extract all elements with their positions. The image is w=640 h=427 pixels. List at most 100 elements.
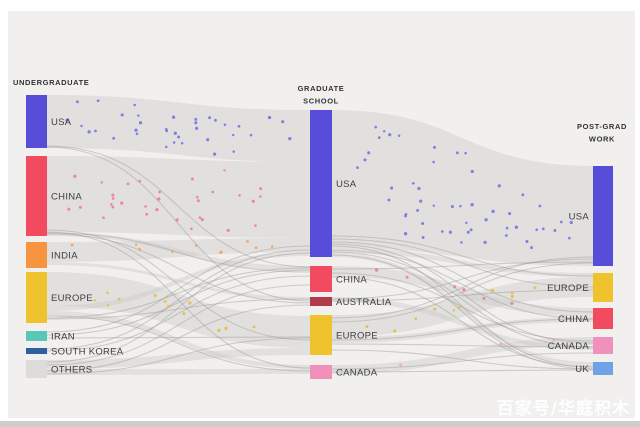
node-g-europe[interactable]: [310, 315, 332, 355]
flow-u.europe-g.canada[interactable]: [47, 311, 310, 369]
flow-line[interactable]: [331, 241, 594, 313]
particle-dot: [508, 212, 512, 216]
flow-g.europe-p.china[interactable]: [332, 317, 593, 343]
node-g-canada[interactable]: [310, 365, 332, 379]
flow-line[interactable]: [331, 272, 594, 342]
flow-g.china-p.china[interactable]: [332, 266, 593, 317]
node-label: EUROPE: [547, 283, 589, 294]
flow-u.others-g.europe[interactable]: [47, 348, 310, 369]
flow-u.europe-g.europe[interactable]: [47, 272, 310, 348]
flow-line[interactable]: [331, 235, 594, 277]
flow-u.india-g.usa[interactable]: [47, 238, 310, 262]
flow-g.australia-p.canada[interactable]: [332, 297, 593, 350]
flow-line[interactable]: [331, 276, 594, 368]
particle-dot: [568, 236, 571, 240]
flow-line[interactable]: [46, 337, 311, 375]
flow-line[interactable]: [331, 243, 594, 344]
flow-line[interactable]: [46, 304, 311, 372]
flow-line[interactable]: [46, 233, 311, 304]
particle-dot: [135, 132, 139, 136]
node-p-usa[interactable]: [593, 166, 613, 266]
flow-g.usa-p.europe[interactable]: [332, 248, 593, 277]
flow-line[interactable]: [46, 275, 311, 352]
flow-line[interactable]: [46, 145, 311, 268]
flow-line[interactable]: [46, 229, 311, 341]
node-u-others[interactable]: [26, 360, 47, 378]
particle-dot: [65, 118, 69, 122]
particle-dot: [281, 120, 285, 124]
flow-line[interactable]: [331, 249, 594, 320]
node-u-usa[interactable]: [26, 95, 47, 148]
flow-u.china-g.usa[interactable]: [47, 156, 310, 238]
flow-line[interactable]: [331, 352, 594, 370]
flow-line[interactable]: [46, 336, 311, 339]
flow-line[interactable]: [46, 315, 311, 372]
flow-line[interactable]: [46, 269, 311, 336]
flow-line[interactable]: [46, 245, 311, 333]
particle-dot: [145, 212, 149, 216]
flow-u.china-g.china[interactable]: [47, 232, 310, 271]
particle-dot: [73, 174, 77, 178]
particle-dot: [259, 187, 263, 191]
particle-dot: [163, 300, 167, 303]
node-u-india[interactable]: [26, 242, 47, 268]
flow-u.india-g.australia[interactable]: [47, 262, 310, 300]
node-u-skorea[interactable]: [26, 348, 47, 354]
node-label: SOUTH KOREA: [51, 347, 124, 358]
column-title: GRADUATE: [298, 84, 345, 93]
flow-line[interactable]: [331, 349, 594, 370]
flow-line[interactable]: [331, 238, 594, 288]
flow-line[interactable]: [46, 146, 311, 302]
particle-dot: [448, 230, 452, 234]
flow-u.europe-g.usa[interactable]: [47, 252, 310, 311]
node-p-canada[interactable]: [593, 337, 613, 354]
particle-dot: [553, 229, 557, 232]
particle-dot: [417, 186, 421, 191]
flow-line[interactable]: [46, 267, 311, 319]
flow-line[interactable]: [331, 251, 594, 348]
particle-dot: [153, 294, 157, 298]
flow-line[interactable]: [331, 318, 594, 341]
particle-dot: [194, 117, 198, 121]
flow-line[interactable]: [46, 298, 311, 320]
particle-dot: [390, 186, 394, 190]
flow-line[interactable]: [46, 232, 311, 273]
flow-line[interactable]: [331, 254, 594, 370]
flow-line[interactable]: [331, 369, 594, 373]
particle-dot: [457, 306, 461, 310]
particle-dot: [484, 218, 488, 222]
flow-g.europe-p.europe[interactable]: [332, 277, 593, 337]
particle-dot: [138, 248, 142, 251]
flow-line[interactable]: [331, 289, 594, 302]
flow-line[interactable]: [331, 256, 594, 319]
particle-dot: [158, 190, 162, 194]
particle-dot: [544, 340, 548, 344]
node-p-uk[interactable]: [593, 362, 613, 375]
node-g-usa[interactable]: [310, 110, 332, 257]
flow-line[interactable]: [331, 245, 594, 368]
flow-g.usa-p.usa[interactable]: [332, 110, 593, 266]
flow-u.usa-g.usa[interactable]: [47, 95, 310, 162]
flow-u.others-g.canada[interactable]: [47, 369, 310, 375]
flow-line[interactable]: [46, 252, 311, 363]
node-g-china[interactable]: [310, 266, 332, 292]
flow-line[interactable]: [331, 262, 594, 323]
particle-dot: [166, 304, 170, 308]
node-u-europe[interactable]: [26, 272, 47, 323]
node-p-china[interactable]: [593, 308, 613, 329]
node-g-australia[interactable]: [310, 297, 332, 306]
column-title: WORK: [589, 135, 615, 144]
node-p-europe[interactable]: [593, 273, 613, 302]
flow-line[interactable]: [46, 249, 311, 350]
flow-line[interactable]: [331, 343, 594, 348]
node-u-china[interactable]: [26, 156, 47, 236]
node-u-iran[interactable]: [26, 331, 47, 341]
particle-dot: [510, 291, 514, 295]
flow-line[interactable]: [46, 231, 311, 369]
particle-dot: [194, 244, 198, 247]
flow-g.canada-p.canada[interactable]: [332, 337, 593, 374]
flow-g.usa-p.uk[interactable]: [332, 253, 593, 366]
flow-line[interactable]: [46, 284, 311, 366]
flow-line[interactable]: [331, 258, 594, 300]
particle-dot: [137, 114, 140, 117]
